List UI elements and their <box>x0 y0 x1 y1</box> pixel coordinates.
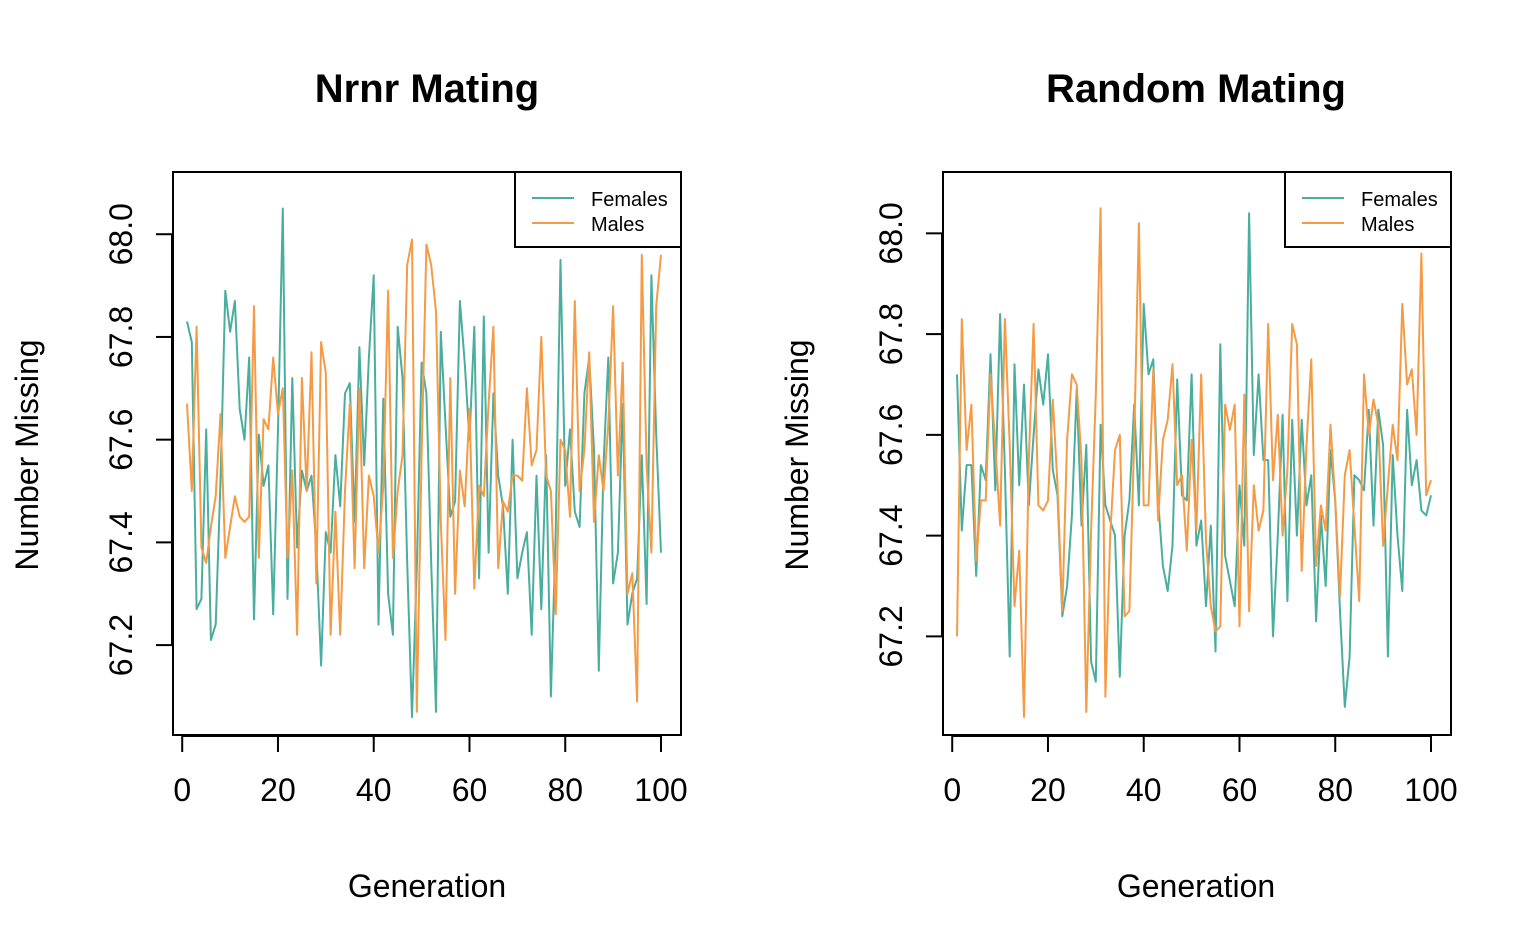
y-tick-label: 67.2 <box>873 605 909 667</box>
plot-frame <box>942 171 1452 736</box>
legend-label-females: Females <box>591 189 668 211</box>
legend-box <box>514 171 682 248</box>
y-axis-label: Number Missing <box>779 339 815 570</box>
y-tick-label: 67.8 <box>103 306 139 368</box>
x-tick-label: 20 <box>1030 772 1066 808</box>
x-tick-label: 0 <box>943 772 961 808</box>
series-layer <box>956 207 1432 718</box>
x-tick-label: 100 <box>1404 772 1457 808</box>
x-axis-label: Generation <box>1117 868 1275 904</box>
legend: Females Males <box>514 171 682 248</box>
y-tick-label: 67.6 <box>873 404 909 466</box>
x-tick-label: 40 <box>356 772 392 808</box>
y-axis-label: Number Missing <box>9 339 45 570</box>
x-tick-label: 100 <box>634 772 687 808</box>
series-line-females <box>186 207 662 718</box>
y-tick-label: 68.0 <box>103 203 139 265</box>
x-tick-label: 40 <box>1126 772 1162 808</box>
legend-label-females: Females <box>1361 189 1438 211</box>
legend-label-males: Males <box>591 214 644 236</box>
series-layer <box>186 207 662 718</box>
panel-nrnr-mating: Nrnr Mating Generation Number Missing 0 2… <box>9 67 688 904</box>
legend: Females Males <box>1284 171 1452 248</box>
x-tick-label: 60 <box>452 772 488 808</box>
legend-label-males: Males <box>1361 214 1414 236</box>
y-tick-label: 68.0 <box>873 202 909 264</box>
series-line-males <box>186 238 662 713</box>
chart-title: Nrnr Mating <box>315 67 539 111</box>
y-tick-label: 67.2 <box>103 614 139 676</box>
panel-random-mating: Random Mating Generation Number Missing … <box>779 67 1458 904</box>
y-tick-label: 67.8 <box>873 303 909 365</box>
x-axis-label: Generation <box>348 868 506 904</box>
y-tick-label: 67.4 <box>873 504 909 566</box>
x-tick-label: 80 <box>1317 772 1353 808</box>
legend-box <box>1284 171 1452 248</box>
x-tick-label: 80 <box>547 772 583 808</box>
axes-layer: 0 20 40 60 80 100 67.2 67.4 67.6 67.8 68.0 <box>103 203 688 808</box>
x-tick-label: 60 <box>1222 772 1258 808</box>
x-tick-label: 0 <box>173 772 191 808</box>
axes-layer: 0 20 40 60 80 100 67.2 67.4 67.6 67.8 68.0 <box>873 202 1458 808</box>
y-tick-label: 67.6 <box>103 409 139 471</box>
x-tick-label: 20 <box>260 772 296 808</box>
y-tick-label: 67.4 <box>103 511 139 573</box>
chart-title: Random Mating <box>1046 67 1346 111</box>
series-line-males <box>956 207 1432 718</box>
